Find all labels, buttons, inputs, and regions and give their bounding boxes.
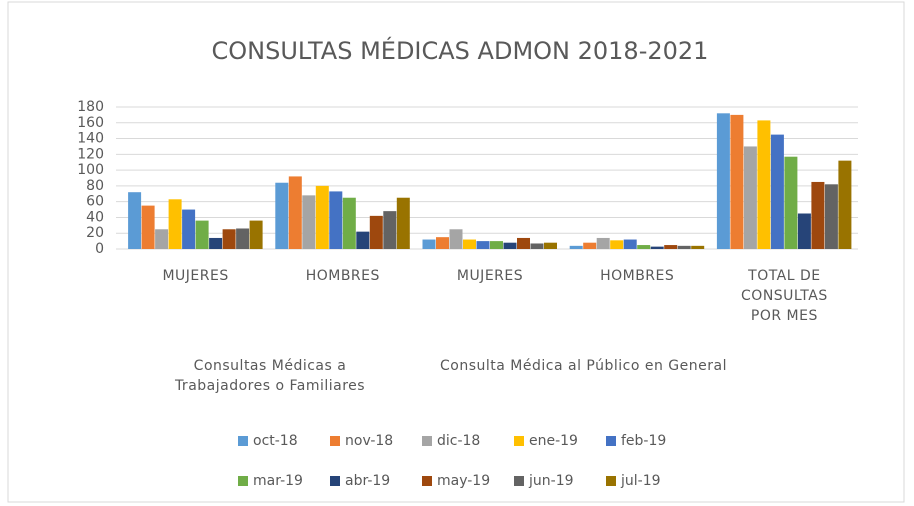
y-tick-label: 80: [86, 178, 104, 194]
bar: [637, 245, 651, 249]
bar: [530, 243, 544, 249]
legend-swatch: [238, 436, 248, 446]
legend-swatch: [422, 436, 432, 446]
legend-label: ene-19: [529, 433, 578, 449]
group-label: Consulta Médica al Público en General: [440, 358, 727, 374]
legend-label: jul-19: [620, 473, 661, 489]
bar: [195, 220, 209, 249]
bar: [463, 239, 476, 249]
bar: [757, 120, 771, 250]
bar: [288, 176, 302, 249]
y-tick-label: 120: [77, 146, 104, 162]
bar: [302, 195, 316, 249]
bar: [650, 246, 664, 249]
y-tick-label: 100: [77, 162, 104, 178]
bar: [222, 229, 236, 249]
bar: [449, 229, 463, 249]
legend-swatch: [606, 436, 616, 446]
x-tick-label: MUJERES: [162, 268, 229, 284]
legend-label: mar-19: [253, 473, 303, 489]
bar: [677, 245, 691, 249]
y-tick-label: 180: [77, 99, 104, 115]
bar: [716, 113, 730, 249]
legend-label: may-19: [437, 473, 490, 489]
legend-swatch: [606, 476, 616, 486]
bar: [476, 241, 490, 249]
chart-title: CONSULTAS MÉDICAS ADMON 2018-2021: [212, 36, 709, 65]
bar: [610, 240, 624, 249]
bar: [329, 191, 343, 249]
bar: [596, 237, 610, 249]
bar: [383, 211, 397, 249]
legend-swatch: [330, 476, 340, 486]
bar: [209, 237, 223, 249]
bar: [236, 228, 250, 249]
bar: [249, 220, 263, 249]
x-tick-label: HOMBRES: [305, 268, 380, 284]
y-tick-label: 60: [86, 194, 104, 210]
y-tick-label: 160: [77, 115, 104, 131]
legend-label: abr-19: [345, 473, 390, 489]
bar: [583, 242, 597, 249]
bar: [569, 245, 583, 249]
bar: [517, 237, 530, 249]
legend-label: dic-18: [437, 433, 480, 449]
bar: [770, 134, 784, 249]
bar: [691, 245, 705, 249]
legend-label: feb-19: [621, 433, 666, 449]
legend-swatch: [238, 476, 248, 486]
bar: [422, 239, 436, 249]
x-tick-label: MUJERES: [456, 268, 524, 284]
bar: [503, 242, 517, 249]
bar: [155, 229, 169, 249]
legend-swatch: [514, 476, 524, 486]
y-tick-label: 20: [86, 225, 104, 241]
bar: [128, 192, 142, 249]
bar: [436, 237, 449, 249]
legend-swatch: [422, 476, 432, 486]
bar: [315, 185, 329, 249]
legend-label: oct-18: [253, 433, 298, 449]
bar: [838, 160, 852, 249]
bar: [784, 156, 798, 249]
bar: [141, 205, 155, 249]
bar: [544, 242, 557, 249]
bar: [356, 231, 370, 249]
bar: [490, 241, 503, 249]
legend-swatch: [330, 436, 340, 446]
bar: [369, 215, 383, 249]
y-tick-label: 40: [86, 209, 104, 225]
bar: [664, 245, 678, 249]
y-tick-label: 140: [77, 131, 104, 147]
bar: [623, 239, 637, 249]
chart-frame: [7, 1, 905, 503]
bar: [182, 209, 196, 249]
group-label: Consultas Médicas a Trabajadores o Famil…: [174, 358, 366, 394]
legend-label: nov-18: [345, 433, 393, 449]
bar: [275, 182, 289, 249]
bar: [168, 199, 182, 249]
y-tick-label: 0: [95, 241, 104, 257]
bar: [811, 181, 825, 249]
bar: [396, 197, 410, 249]
legend-label: jun-19: [528, 473, 574, 489]
bar: [824, 184, 838, 249]
bar: [743, 146, 757, 249]
x-tick-label: TOTAL DE CONSULTAS POR MES: [741, 268, 828, 324]
legend-swatch: [514, 436, 524, 446]
bar: [730, 114, 744, 249]
x-tick-label: HOMBRES: [600, 268, 675, 284]
bar: [797, 213, 811, 249]
bar: [342, 197, 356, 249]
